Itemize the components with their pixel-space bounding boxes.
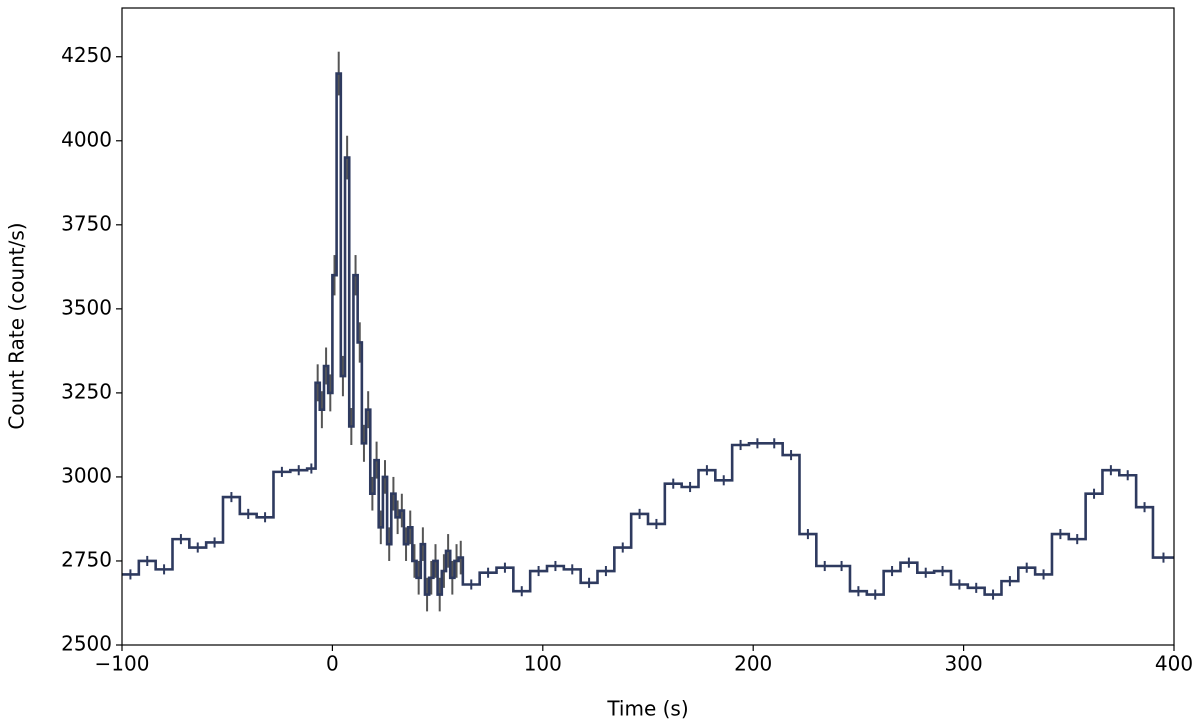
step-line bbox=[122, 72, 1174, 596]
y-tick-label: 2500 bbox=[61, 632, 112, 656]
y-tick-label: 2750 bbox=[61, 547, 112, 571]
y-axis-label: Count Rate (count/s) bbox=[5, 222, 29, 429]
x-tick-label: 0 bbox=[326, 652, 339, 676]
x-tick-label: 100 bbox=[524, 652, 562, 676]
x-tick-label: −100 bbox=[95, 652, 150, 676]
y-tick-label: 4000 bbox=[61, 127, 112, 151]
y-tick-label: 4250 bbox=[61, 43, 112, 67]
x-axis-label: Time (s) bbox=[606, 697, 688, 721]
y-tick-label: 3250 bbox=[61, 379, 112, 403]
plot-frame bbox=[121, 7, 1175, 646]
x-tick-label: 400 bbox=[1155, 652, 1193, 676]
y-tick-label: 3750 bbox=[61, 211, 112, 235]
x-tick-label: 300 bbox=[945, 652, 983, 676]
y-tick-label: 3500 bbox=[61, 295, 112, 319]
y-tick-label: 3000 bbox=[61, 463, 112, 487]
x-tick-label: 200 bbox=[734, 652, 772, 676]
